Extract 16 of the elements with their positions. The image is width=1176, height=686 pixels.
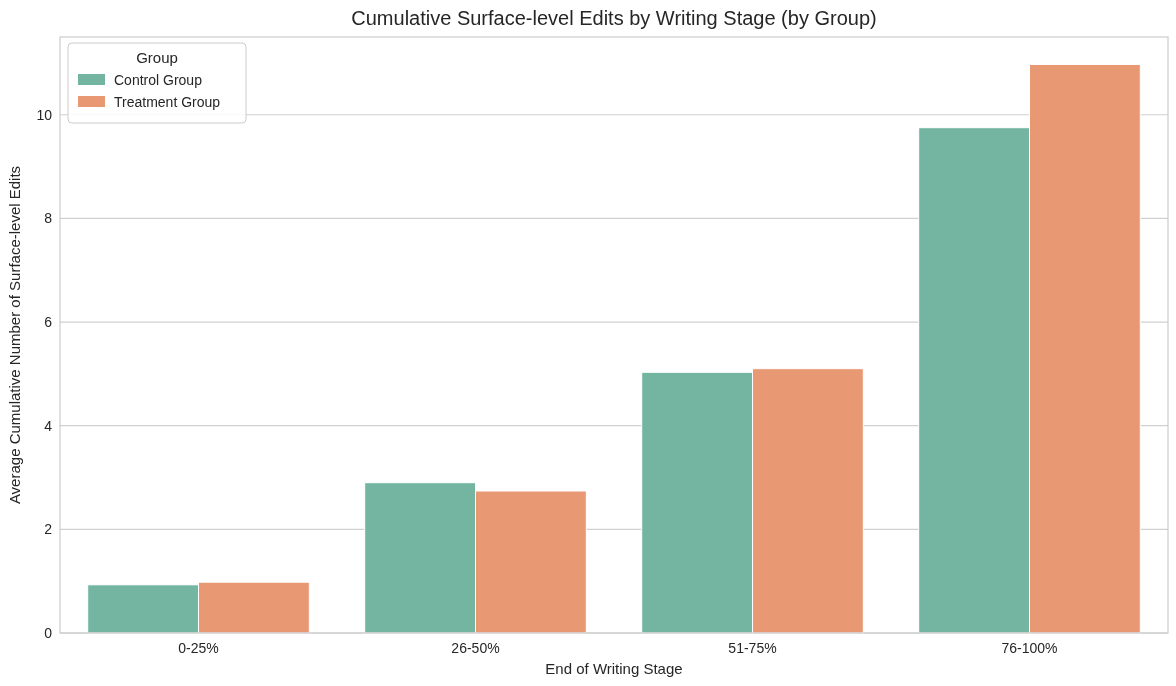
legend-title: Group: [136, 49, 178, 66]
legend-label: Control Group: [114, 71, 203, 88]
x-axis-title: End of Writing Stage: [545, 660, 683, 677]
chart-title: Cumulative Surface-level Edits by Writing Stage (by Group): [351, 7, 877, 29]
y-tick-label: 8: [44, 210, 53, 227]
y-tick-label: 4: [44, 417, 53, 434]
y-tick-label: 10: [36, 106, 53, 123]
y-tick-label: 0: [44, 624, 53, 641]
y-tick-label: 2: [44, 521, 53, 538]
x-tick-label: 76-100%: [1001, 640, 1058, 656]
y-tick-label: 6: [44, 313, 53, 330]
x-tick-label: 51-75%: [728, 640, 777, 656]
x-tick-label: 26-50%: [451, 640, 500, 656]
y-axis-title: Average Cumulative Number of Surface-level Edits: [6, 165, 23, 505]
legend-label: Treatment Group: [114, 93, 221, 110]
x-tick-label: 0-25%: [178, 640, 219, 656]
